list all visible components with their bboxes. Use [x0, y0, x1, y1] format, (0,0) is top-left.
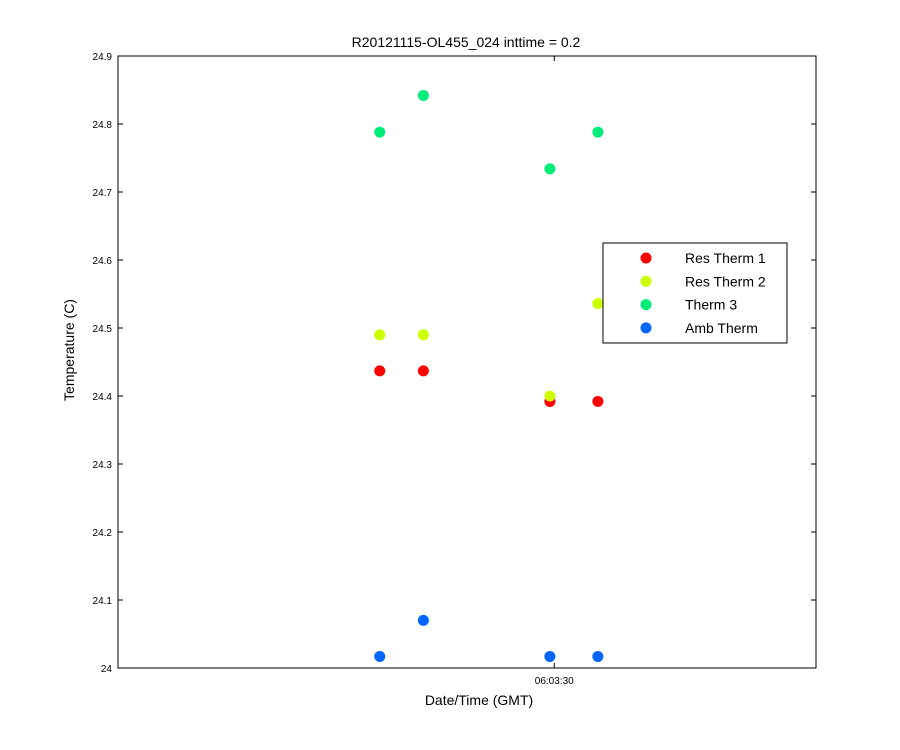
y-tick-label: 24.2	[93, 528, 113, 539]
point-therm-3	[374, 126, 386, 138]
y-tick-label: 24.8	[93, 120, 113, 131]
legend-box	[602, 242, 788, 344]
y-tick-label: 24.4	[93, 392, 113, 403]
y-tick-label: 24.1	[93, 596, 113, 607]
point-res-therm-1	[592, 395, 604, 407]
point-res-therm-2	[592, 298, 604, 310]
point-res-therm-2	[544, 390, 556, 402]
x-axis-title: Date/Time (GMT)	[425, 692, 533, 708]
chart-title: R20121115-OL455_024 inttime = 0.2	[352, 34, 581, 50]
point-therm-3	[417, 89, 429, 101]
legend-label-amb-therm: Amb Therm	[685, 320, 758, 336]
point-therm-3	[544, 163, 556, 175]
legend-label-therm-3: Therm 3	[685, 297, 737, 313]
point-res-therm-2	[417, 329, 429, 341]
y-tick-label: 24	[101, 664, 113, 675]
y-tick-label: 24.5	[93, 324, 113, 335]
point-amb-therm	[544, 650, 556, 662]
x-tick-label: 06:03:30	[535, 676, 574, 687]
point-amb-therm	[592, 650, 604, 662]
data-points	[374, 89, 604, 662]
legend-marker-res-therm-2	[640, 275, 652, 287]
legend-label-res-therm-1: Res Therm 1	[685, 250, 766, 266]
y-tick-label: 24.6	[93, 256, 113, 267]
legend: Res Therm 1 Res Therm 2 Therm 3 Amb Therm	[602, 242, 788, 344]
legend-marker-amb-therm	[640, 322, 652, 334]
legend-label-res-therm-2: Res Therm 2	[685, 273, 766, 289]
legend-marker-res-therm-1	[640, 252, 652, 264]
y-axis: 24 24.1 24.2 24.3 24.4 24.5 24.6 24.7 24.8 24.9	[93, 52, 816, 675]
point-amb-therm	[374, 650, 386, 662]
point-res-therm-2	[374, 329, 386, 341]
point-therm-3	[592, 126, 604, 138]
legend-marker-therm-3	[640, 299, 652, 311]
point-res-therm-1	[417, 365, 429, 377]
y-tick-label: 24.9	[93, 52, 113, 63]
plot-area	[117, 55, 817, 669]
y-tick-label: 24.7	[93, 188, 113, 199]
y-tick-label: 24.3	[93, 460, 113, 471]
y-axis-title: Temperature (C)	[61, 299, 77, 401]
point-res-therm-1	[374, 365, 386, 377]
x-axis: 06:03:30	[535, 56, 574, 687]
point-amb-therm	[417, 614, 429, 626]
